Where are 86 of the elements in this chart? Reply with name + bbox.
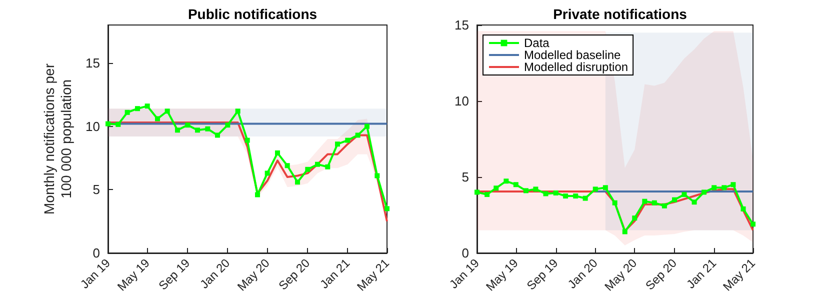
- point: [494, 186, 499, 191]
- y-tick-label: 5: [92, 182, 100, 198]
- x-tick-label: May 21: [720, 256, 758, 294]
- point: [553, 190, 558, 196]
- x-tick-label: Jan 21: [317, 256, 353, 292]
- point: [225, 122, 230, 128]
- point: [384, 206, 390, 212]
- point: [662, 203, 667, 208]
- point: [543, 191, 548, 196]
- x-tick-label: Sep 19: [524, 256, 561, 293]
- point: [652, 200, 657, 206]
- point: [504, 178, 509, 184]
- point: [205, 126, 210, 132]
- point: [215, 132, 220, 138]
- x-tick-label: May 20: [602, 256, 640, 294]
- point: [533, 186, 538, 192]
- point: [305, 166, 310, 172]
- point: [195, 128, 200, 133]
- point: [672, 197, 678, 202]
- point: [235, 108, 240, 114]
- point: [244, 138, 250, 143]
- point: [484, 192, 490, 197]
- point: [144, 104, 150, 109]
- legend-label: Modelled baseline: [524, 48, 622, 62]
- point: [563, 194, 568, 198]
- point: [314, 162, 320, 167]
- point: [612, 200, 618, 206]
- point: [164, 108, 170, 114]
- y-tick-label: 15: [86, 56, 100, 70]
- y-tick-label: 15: [454, 18, 469, 32]
- point: [682, 192, 687, 197]
- point: [175, 128, 180, 133]
- legend-label: Modelled disruption: [524, 60, 628, 74]
- point: [573, 194, 578, 198]
- point: [135, 106, 140, 112]
- point: [364, 124, 370, 129]
- point: [523, 188, 528, 194]
- point: [750, 222, 756, 227]
- point: [692, 200, 697, 205]
- point: [185, 122, 190, 128]
- point: [513, 182, 518, 188]
- x-tick-label: May 20: [234, 256, 273, 294]
- point: [116, 122, 121, 127]
- y-tick-label: 10: [86, 118, 100, 134]
- point: [355, 132, 360, 138]
- point: [325, 164, 330, 170]
- point: [155, 116, 160, 122]
- x-tick-label: May 19: [114, 256, 153, 294]
- y-tick-label: 5: [462, 170, 469, 184]
- point: [284, 163, 290, 168]
- point: [106, 121, 110, 126]
- point: [642, 198, 648, 204]
- y-tick-label: 10: [454, 94, 469, 108]
- point: [294, 180, 300, 185]
- point: [702, 190, 707, 195]
- point: [345, 138, 350, 143]
- point: [474, 190, 480, 195]
- x-tick-label: May 21: [354, 256, 392, 294]
- point: [334, 142, 340, 147]
- point: [740, 206, 746, 212]
- point: [275, 150, 280, 156]
- point: [722, 185, 727, 190]
- x-tick-label: Jan 20: [564, 256, 601, 292]
- point: [622, 229, 628, 234]
- point: [582, 196, 588, 201]
- y-tick-label: 0: [92, 246, 100, 260]
- point: [374, 173, 380, 178]
- point: [264, 170, 270, 176]
- chart-title: Private notifications: [553, 6, 688, 22]
- x-tick-label: Sep 20: [642, 256, 680, 293]
- x-tick-label: Jan 21: [684, 256, 720, 292]
- x-tick-label: Jan 20: [197, 256, 233, 292]
- point: [592, 186, 598, 192]
- y-tick-label: 0: [462, 246, 469, 260]
- x-tick-label: May 19: [483, 256, 522, 294]
- point: [255, 192, 260, 198]
- point: [124, 110, 130, 115]
- y-axis-title: Monthly notifications per 100 000 population: [41, 63, 74, 214]
- legend-label: Data: [524, 36, 550, 50]
- chart-title: Public notifications: [188, 6, 318, 22]
- x-tick-label: Sep 20: [276, 256, 313, 293]
- point: [712, 185, 717, 190]
- point: [632, 216, 638, 221]
- x-tick-label: Sep 19: [156, 256, 193, 293]
- point: [602, 185, 608, 190]
- point: [730, 182, 736, 188]
